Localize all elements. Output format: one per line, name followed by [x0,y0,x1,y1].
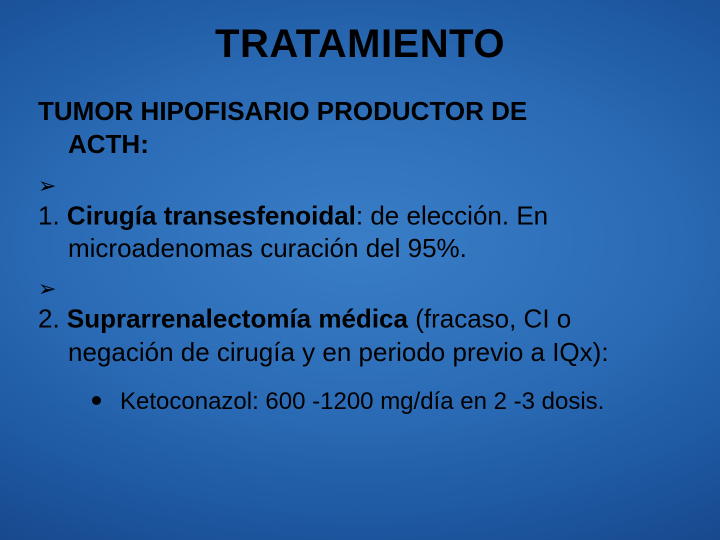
section-heading: TUMOR HIPOFISARIO PRODUCTOR DE ACTH: [38,95,682,162]
sub1-text: Ketoconazol: 600 -1200 mg/día en 2 -3 do… [120,388,604,415]
slide-body: TUMOR HIPOFISARIO PRODUCTOR DE ACTH: ➢ 1… [38,95,682,418]
bullet-item-2: ➢ 2. Suprarrenalectomía médica (fracaso,… [38,269,682,369]
item1-bold: Cirugía transesfenoidal [67,200,356,230]
item1-prefix: 1. [38,200,67,230]
heading-line-1: TUMOR HIPOFISARIO PRODUCTOR DE [38,96,527,126]
item2-prefix: 2. [38,304,67,334]
bullet-dot-icon [92,396,101,405]
slide-title: TRATAMIENTO [38,22,682,67]
heading-line-2: ACTH: [38,128,682,161]
bullet-item-1: ➢ 1. Cirugía transesfenoidal: de elecció… [38,166,682,266]
slide: TRATAMIENTO TUMOR HIPOFISARIO PRODUCTOR … [0,0,720,540]
sub-bullet-1: Ketoconazol: 600 -1200 mg/día en 2 -3 do… [38,387,682,418]
item2-bold: Suprarrenalectomía médica [67,304,408,334]
